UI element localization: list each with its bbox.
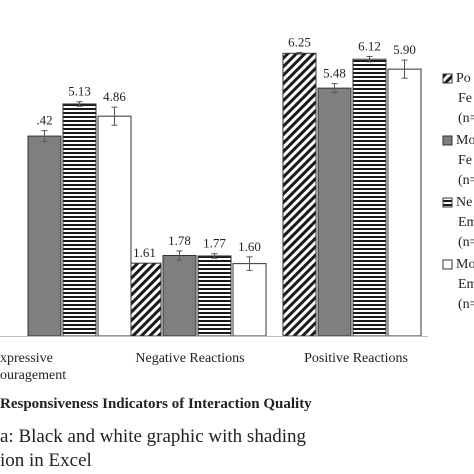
legend-entry-2-line-1: Mo bbox=[456, 133, 474, 148]
data-label-4-3: 5.90 bbox=[393, 42, 416, 57]
legend-entry-1-line-3: (n= bbox=[458, 111, 474, 126]
data-label-2-1: .42 bbox=[36, 113, 52, 128]
bar-2-3 bbox=[317, 87, 352, 337]
bar-4-3 bbox=[387, 68, 422, 337]
legend-entry-1-line-1: Po bbox=[456, 71, 471, 86]
legend-swatch-2 bbox=[442, 135, 453, 146]
x-axis-title: Responsiveness Indicators of Interaction… bbox=[0, 396, 312, 413]
data-label-3-1: 5.13 bbox=[68, 84, 91, 99]
legend-entry-1-line-2: Fe bbox=[458, 91, 472, 106]
bar-1-3 bbox=[282, 52, 317, 337]
legend-swatch-4 bbox=[442, 259, 453, 270]
bar-4-1 bbox=[97, 115, 132, 337]
figure-caption-line-2: ion in Excel bbox=[0, 450, 92, 471]
data-label-2-2: 1.78 bbox=[168, 233, 191, 248]
bar-3-3 bbox=[352, 58, 387, 337]
x-tick-label-1-line-2: ouragement bbox=[0, 368, 66, 383]
bar-2-1 bbox=[27, 135, 62, 337]
bar-4-2 bbox=[232, 263, 267, 337]
legend-entry-3-line-3: (n= bbox=[458, 235, 474, 250]
data-label-3-3: 6.12 bbox=[358, 38, 381, 53]
legend-entry-2-line-2: Fe bbox=[458, 153, 472, 168]
bar-1-2 bbox=[127, 262, 162, 337]
legend-swatch-1 bbox=[442, 73, 453, 84]
bar-3-1 bbox=[62, 103, 97, 337]
legend-entry-4-line-1: Mo bbox=[456, 257, 474, 272]
x-tick-label-2: Negative Reactions bbox=[135, 351, 244, 366]
x-tick-label-1-line-1: xpressive bbox=[0, 351, 53, 366]
x-axis-title-part-2: Indicators of Interaction Quality bbox=[102, 396, 312, 412]
data-label-4-2: 1.60 bbox=[238, 239, 261, 254]
data-label-1-3: 6.25 bbox=[288, 34, 311, 49]
figure-caption-line-1: a: Black and white graphic with shading bbox=[0, 426, 307, 447]
data-label-1-2: 1.61 bbox=[133, 245, 156, 260]
data-label-3-2: 1.77 bbox=[203, 236, 226, 251]
x-axis-title-part-1: Responsiveness bbox=[0, 396, 99, 412]
legend-swatch-3 bbox=[442, 197, 453, 208]
legend-entry-3-line-1: Ne bbox=[456, 195, 472, 210]
legend-entry-2-line-3: (n= bbox=[458, 173, 474, 188]
data-label-4-1: 4.86 bbox=[103, 89, 126, 104]
x-tick-label-3: Positive Reactions bbox=[304, 351, 408, 366]
legend-entry-4-line-2: Em bbox=[458, 277, 474, 292]
legend-entry-3-line-2: Em bbox=[458, 215, 474, 230]
data-label-2-3: 5.48 bbox=[323, 66, 346, 81]
bar-2-2 bbox=[162, 254, 197, 337]
bar-3-2 bbox=[197, 255, 232, 337]
legend-entry-4-line-3: (n= bbox=[458, 297, 474, 312]
